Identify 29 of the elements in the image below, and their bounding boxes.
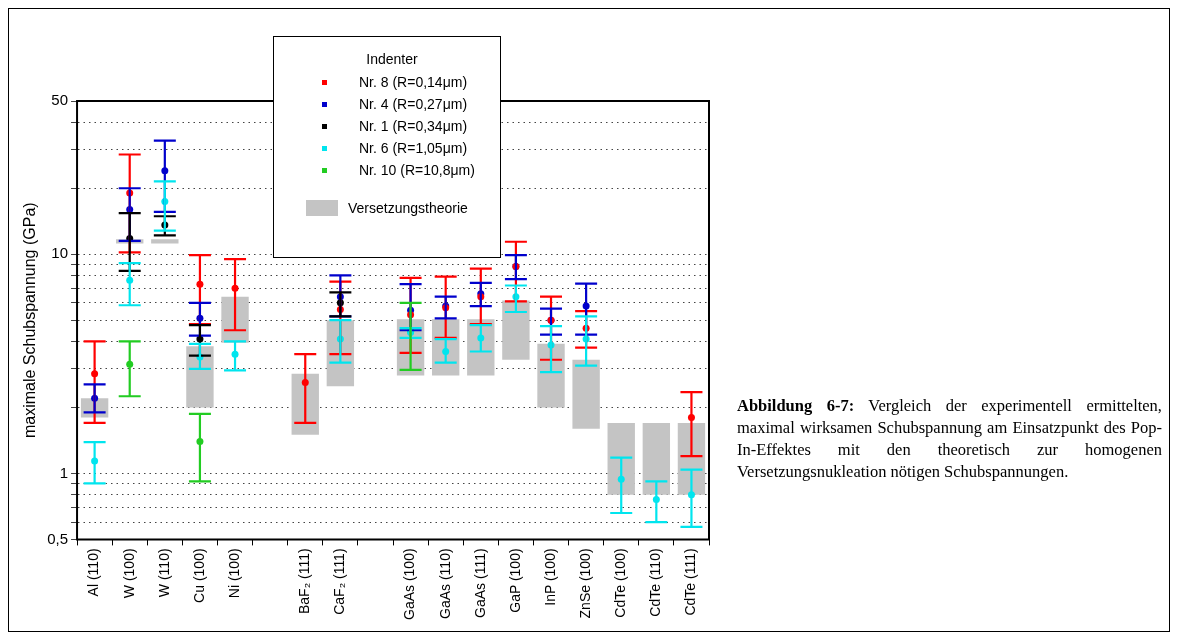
y-axis-title: maximale Schubspannung (GPa) — [21, 202, 39, 439]
x-tick-label: W (110) — [155, 548, 172, 598]
x-tick-label: Ni (100) — [225, 548, 242, 599]
x-tick-label: GaP (100) — [506, 548, 523, 613]
legend-title: Indenter — [365, 51, 419, 67]
x-tick-label: GaAs (100) — [401, 548, 418, 621]
x-tick-label: GaAs (110) — [436, 548, 453, 619]
x-tick-label: CaF₂ (111) — [331, 548, 348, 615]
legend-label: Nr. 8 (R=0,14μm) — [359, 74, 468, 90]
legend-label: Nr. 10 (R=10,8μm) — [359, 162, 475, 178]
x-tick-label: CdTe (111) — [682, 548, 699, 616]
x-tick-label: W (100) — [120, 548, 137, 599]
x-tick-label: Cu (100) — [190, 548, 207, 603]
x-tick-label: InP (100) — [541, 548, 558, 606]
y-tick-label: 1 — [59, 463, 69, 481]
x-tick-label: CdTe (110) — [647, 548, 664, 617]
legend-label: Nr. 6 (R=1,05μm) — [359, 140, 468, 156]
x-tick-label: GaAs (111) — [471, 548, 488, 618]
y-tick-label: 10 — [51, 244, 69, 262]
legend-label: Nr. 1 (R=0,34μm) — [359, 118, 468, 134]
legend-label: Nr. 4 (R=0,27μm) — [359, 96, 468, 112]
x-tick-label: ZnSe (100) — [576, 548, 593, 619]
y-tick-label: 0,5 — [47, 529, 69, 547]
x-tick-label: BaF₂ (111) — [296, 548, 313, 615]
legend-label: Versetzungstheorie — [348, 200, 468, 216]
y-tick-label: 50 — [51, 91, 69, 109]
x-tick-label: CdTe (100) — [612, 548, 629, 618]
x-tick-label: Al (110) — [85, 548, 102, 597]
text: Abbildung 6-7: Vergleich der experimentell ermittelten, maximal wirksamen Schubspannung am Einsatzpunkt des Pop-In-Effektes mit den theoretisch zur homogenen Versetzungsnukleation nötigen Schubspannungen. — [737, 396, 1162, 481]
